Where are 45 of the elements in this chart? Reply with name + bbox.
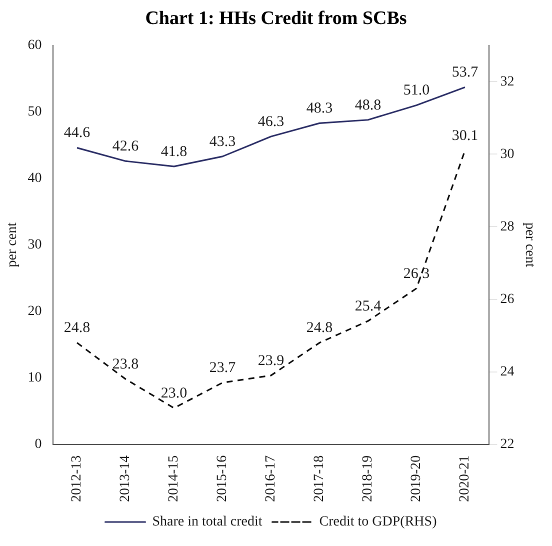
y2-tick-label: 26 <box>500 292 514 307</box>
data-label: 41.8 <box>160 144 188 160</box>
data-label: 42.6 <box>112 138 140 155</box>
data-label: 46.3 <box>258 114 284 130</box>
y-tick-label: 10 <box>28 370 42 386</box>
data-label: 30.1 <box>452 128 478 144</box>
x-tick-label: 2012-13 <box>70 455 85 502</box>
y-tick-label: 40 <box>28 171 42 186</box>
data-label: 23.9 <box>258 352 284 369</box>
y-tick-label: 50 <box>28 104 42 120</box>
x-tick-label: 2018-19 <box>360 455 376 502</box>
x-tick-label: 2017-18 <box>312 455 328 502</box>
legend-label: Credit to GDP(RHS) <box>319 514 438 530</box>
data-label: 25.4 <box>354 298 382 314</box>
data-label: 44.6 <box>64 125 91 142</box>
data-label: 48.3 <box>306 100 333 117</box>
x-tick-label: 2014-15 <box>166 455 182 502</box>
y-tick-label: 0 <box>34 437 42 452</box>
x-tick-label: 2020-21 <box>458 455 473 502</box>
y2-tick-label: 22 <box>500 437 514 452</box>
data-label: 26.3 <box>403 266 430 282</box>
x-tick-label: 2013-14 <box>118 455 134 502</box>
y2-tick-label: 28 <box>500 219 514 234</box>
y2-tick-label: 30 <box>500 146 514 162</box>
x-tick-label: 2015-16 <box>215 455 230 502</box>
y2-tick-label: 32 <box>500 74 514 90</box>
y-tick-label: 60 <box>28 38 42 54</box>
y2-tick-label: 24 <box>500 364 514 380</box>
chart-title: Chart 1: HHs Credit from SCBs <box>144 8 408 31</box>
data-label: 24.8 <box>306 320 333 336</box>
x-tick-label: 2019-20 <box>409 455 424 502</box>
y-tick-label: 20 <box>28 304 42 320</box>
data-label: 23.8 <box>112 356 139 372</box>
data-label: 23.7 <box>209 360 236 376</box>
data-label: 24.8 <box>64 320 90 336</box>
data-label: 23.0 <box>160 386 188 402</box>
y-axis-title: per cent <box>5 222 20 268</box>
data-label: 51.0 <box>403 82 430 99</box>
data-label: 53.7 <box>452 64 479 81</box>
y-tick-label: 30 <box>28 238 42 253</box>
x-tick-label: 2016-17 <box>264 455 279 502</box>
data-label: 43.3 <box>209 134 236 150</box>
y2-axis-title: per cent <box>522 222 537 268</box>
data-label: 48.8 <box>354 97 382 114</box>
legend-label: Share in total credit <box>152 514 262 530</box>
